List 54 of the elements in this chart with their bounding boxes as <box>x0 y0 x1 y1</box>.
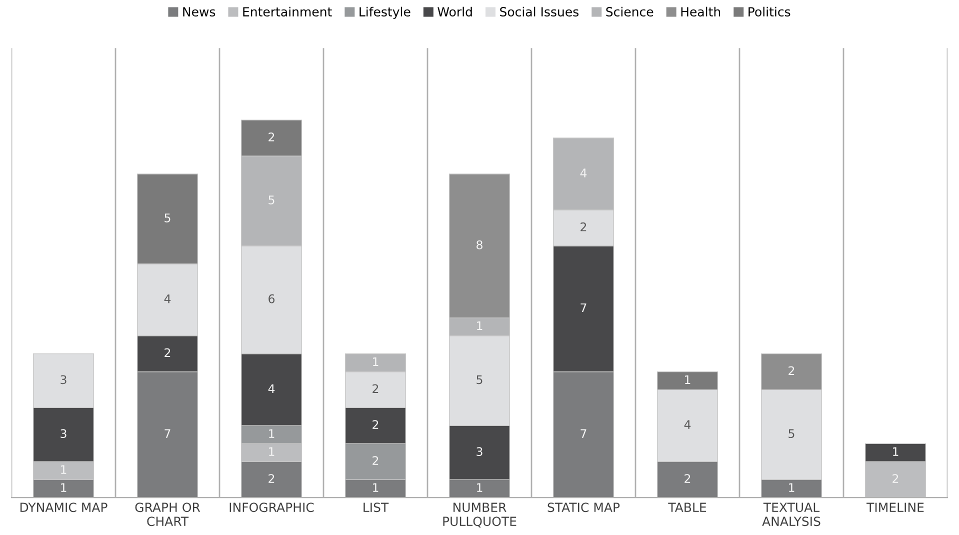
data-label: 6 <box>268 294 275 304</box>
data-label: 7 <box>580 303 586 312</box>
legend-label: Lifestyle <box>360 6 410 19</box>
data-label: 4 <box>580 168 587 178</box>
legend-label: Social Issues <box>500 6 579 16</box>
legend-label: Science <box>606 6 654 16</box>
data-label: 3 <box>60 429 66 438</box>
data-label: 4 <box>268 384 275 393</box>
x-tick-label: LIST <box>364 502 389 512</box>
data-label: 5 <box>788 429 794 438</box>
x-tick-label: TABLE <box>668 502 706 512</box>
x-tick-label: GRAPH OR CHART <box>135 502 200 526</box>
data-label: 1 <box>685 375 690 384</box>
data-label: 2 <box>580 222 586 232</box>
data-label: 1 <box>477 483 482 492</box>
x-tick-label: STATIC MAP <box>548 502 620 512</box>
data-label: 2 <box>788 366 794 375</box>
x-tick-label: TEXTUAL ANALYSIS <box>762 502 820 526</box>
data-label: 2 <box>372 420 378 429</box>
x-tick-label: TIMELINE <box>866 502 924 512</box>
data-label: 4 <box>164 294 171 304</box>
data-label: 1 <box>61 465 66 474</box>
data-label: 4 <box>684 420 691 429</box>
data-label: 2 <box>892 474 898 483</box>
data-label: 2 <box>164 348 170 357</box>
data-label: 2 <box>268 132 274 142</box>
legend-label: World <box>438 6 472 16</box>
legend-label: Entertainment <box>243 6 332 16</box>
x-tick-label: NUMBER PULLQUOTE <box>443 502 516 528</box>
data-label: 2 <box>372 456 378 465</box>
data-label: 1 <box>269 429 274 438</box>
legend-label: Health <box>681 6 720 16</box>
x-tick-label: DYNAMIC MAP <box>20 502 108 512</box>
data-label: 5 <box>476 375 482 384</box>
data-label: 1 <box>373 483 378 492</box>
data-label: 1 <box>373 357 378 366</box>
data-label: 7 <box>164 429 170 438</box>
data-label: 3 <box>476 447 482 456</box>
data-label: 1 <box>789 483 794 492</box>
legend-label: Politics <box>748 6 790 16</box>
data-label: 2 <box>372 384 378 393</box>
x-tick-label: INFOGRAPHIC <box>230 502 314 512</box>
data-label: 5 <box>268 196 274 204</box>
data-label: 1 <box>61 483 66 492</box>
data-label: 2 <box>268 474 274 483</box>
legend-label: News <box>183 7 216 16</box>
data-label: 8 <box>476 240 482 250</box>
data-label: 2 <box>684 474 690 483</box>
data-label: 3 <box>60 375 66 384</box>
data-label: 7 <box>580 429 586 438</box>
data-label: 1 <box>477 321 482 330</box>
data-label: 1 <box>269 447 274 456</box>
data-label: 1 <box>893 447 898 456</box>
data-label: 5 <box>164 214 170 222</box>
